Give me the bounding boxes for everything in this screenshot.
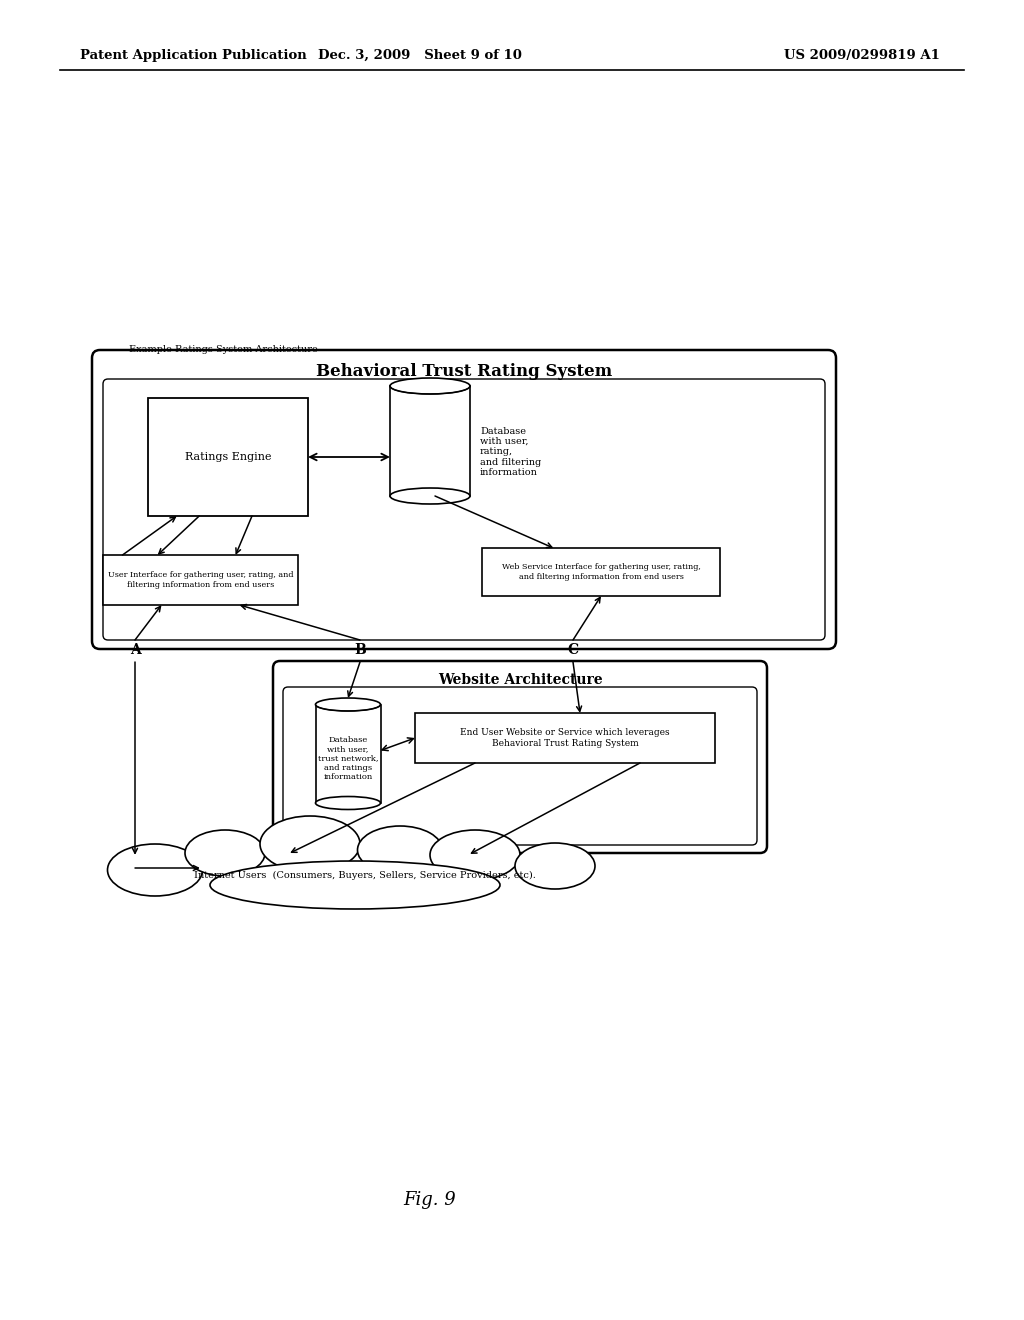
Text: Website Architecture: Website Architecture: [437, 673, 602, 686]
Text: US 2009/0299819 A1: US 2009/0299819 A1: [784, 49, 940, 62]
Ellipse shape: [515, 843, 595, 888]
Text: Web Service Interface for gathering user, rating,
and filtering information from: Web Service Interface for gathering user…: [502, 564, 700, 581]
Ellipse shape: [315, 698, 381, 711]
FancyBboxPatch shape: [482, 548, 720, 597]
Text: User Interface for gathering user, rating, and
filtering information from end us: User Interface for gathering user, ratin…: [108, 572, 293, 589]
FancyBboxPatch shape: [103, 554, 298, 605]
Text: Patent Application Publication: Patent Application Publication: [80, 49, 307, 62]
Text: Database
with user,
trust network,
and ratings
information: Database with user, trust network, and r…: [317, 737, 378, 781]
Ellipse shape: [210, 861, 500, 909]
Bar: [315, 705, 381, 803]
Text: Dec. 3, 2009   Sheet 9 of 10: Dec. 3, 2009 Sheet 9 of 10: [318, 49, 522, 62]
FancyBboxPatch shape: [103, 379, 825, 640]
Bar: [390, 385, 470, 496]
Ellipse shape: [315, 796, 381, 809]
Text: Database
with user,
rating,
and filtering
information: Database with user, rating, and filterin…: [480, 426, 542, 478]
Text: End User Website or Service which leverages
Behavioral Trust Rating System: End User Website or Service which levera…: [460, 729, 670, 747]
Text: Fig. 9: Fig. 9: [403, 1191, 457, 1209]
FancyBboxPatch shape: [273, 661, 767, 853]
Text: C: C: [567, 643, 579, 657]
Text: Example Ratings System Architecture: Example Ratings System Architecture: [129, 346, 317, 355]
FancyBboxPatch shape: [415, 713, 715, 763]
Ellipse shape: [390, 378, 470, 393]
FancyBboxPatch shape: [92, 350, 836, 649]
FancyBboxPatch shape: [283, 686, 757, 845]
Ellipse shape: [430, 830, 520, 880]
Text: B: B: [354, 643, 366, 657]
Text: Behavioral Trust Rating System: Behavioral Trust Rating System: [315, 363, 612, 380]
Ellipse shape: [185, 830, 265, 876]
Text: A: A: [130, 643, 140, 657]
Ellipse shape: [260, 816, 360, 873]
Ellipse shape: [357, 826, 442, 874]
Ellipse shape: [108, 843, 203, 896]
Text: Internet Users  (Consumers, Buyers, Sellers, Service Providers, etc).: Internet Users (Consumers, Buyers, Selle…: [195, 870, 536, 879]
Text: Ratings Engine: Ratings Engine: [184, 451, 271, 462]
FancyBboxPatch shape: [148, 399, 308, 516]
Ellipse shape: [390, 488, 470, 504]
